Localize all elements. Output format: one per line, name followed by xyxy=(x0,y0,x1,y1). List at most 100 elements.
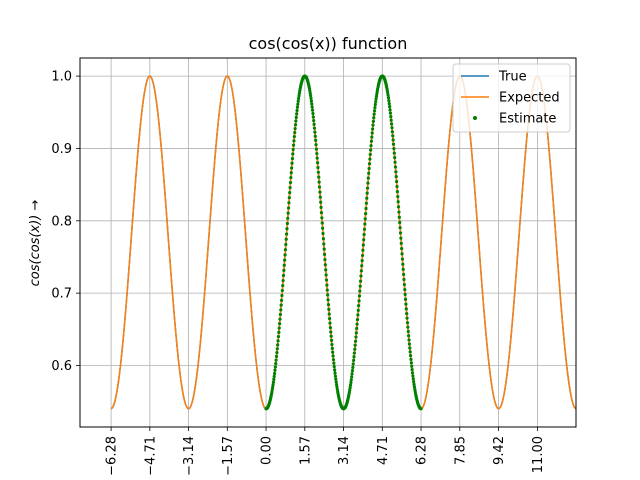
estimate-point xyxy=(293,126,297,131)
estimate-point xyxy=(313,130,317,134)
estimate-point xyxy=(368,157,372,161)
estimate-point xyxy=(374,97,378,101)
estimate-point xyxy=(278,322,282,326)
estimate-point xyxy=(401,262,405,266)
estimate-point xyxy=(323,257,327,262)
estimate-point xyxy=(322,252,327,256)
estimate-point xyxy=(403,292,407,297)
estimate-point xyxy=(292,135,296,139)
estimate-point xyxy=(353,339,358,343)
estimate-point xyxy=(314,138,318,143)
estimate-point xyxy=(373,105,377,110)
estimate-point xyxy=(368,152,372,157)
estimate-point xyxy=(358,279,363,283)
estimate-point xyxy=(295,112,299,116)
estimate-point xyxy=(272,371,277,376)
estimate-point xyxy=(404,302,408,306)
estimate-point xyxy=(288,180,293,185)
estimate-point xyxy=(334,380,338,384)
y-tick-label: 1.0 xyxy=(51,70,72,85)
estimate-point xyxy=(393,160,397,164)
estimate-point xyxy=(389,115,393,119)
estimate-point xyxy=(321,231,325,236)
estimate-point xyxy=(317,175,321,179)
estimate-point xyxy=(278,317,282,321)
legend-swatch-estimate xyxy=(473,116,477,120)
estimate-point xyxy=(361,248,365,252)
estimate-point xyxy=(315,151,319,156)
estimate-point xyxy=(319,210,324,215)
estimate-point xyxy=(387,99,391,103)
estimate-point xyxy=(369,139,374,143)
estimate-point xyxy=(275,351,279,355)
estimate-point xyxy=(280,288,284,293)
estimate-point xyxy=(396,205,401,209)
estimate-point xyxy=(280,293,284,298)
estimate-point xyxy=(287,201,291,205)
estimate-point xyxy=(331,358,336,362)
estimate-point xyxy=(333,368,337,372)
estimate-point xyxy=(411,374,415,378)
estimate-point xyxy=(309,96,313,100)
estimate-point xyxy=(387,101,391,106)
estimate-point xyxy=(354,331,358,335)
estimate-point xyxy=(322,247,326,251)
estimate-point xyxy=(290,166,294,170)
estimate-point xyxy=(410,371,415,375)
estimate-point xyxy=(394,170,398,174)
legend-label: Expected xyxy=(499,91,560,106)
estimate-point xyxy=(271,383,275,387)
legend-label: Estimate xyxy=(499,112,556,127)
estimate-point xyxy=(274,354,279,359)
estimate-point xyxy=(353,347,357,351)
estimate-point xyxy=(350,372,354,376)
estimate-point xyxy=(412,380,416,384)
estimate-point xyxy=(314,143,318,147)
axis-ticks: −6.28 −4.71 −3.14 −1.57 0.00 1.57 3.14 4.71 6.28… xyxy=(51,70,546,476)
estimate-point xyxy=(372,112,376,116)
estimate-point xyxy=(405,316,409,320)
estimate-point xyxy=(391,138,395,142)
estimate-point xyxy=(393,165,398,169)
estimate-point xyxy=(323,263,327,267)
estimate-point xyxy=(293,123,298,127)
estimate-point xyxy=(367,171,371,175)
estimate-point xyxy=(350,369,355,373)
estimate-point xyxy=(349,380,353,385)
estimate-point xyxy=(289,171,293,175)
estimate-point xyxy=(348,383,353,387)
estimate-point xyxy=(400,257,405,261)
estimate-point xyxy=(371,119,375,123)
estimate-point xyxy=(399,236,403,240)
estimate-point xyxy=(360,264,364,268)
estimate-point xyxy=(363,217,367,221)
estimate-point xyxy=(290,157,295,161)
estimate-point xyxy=(360,253,365,258)
estimate-point xyxy=(277,330,281,334)
estimate-point xyxy=(321,226,325,230)
estimate-point xyxy=(353,343,357,347)
estimate-point xyxy=(316,165,320,170)
estimate-point xyxy=(328,317,332,321)
estimate-point xyxy=(325,283,329,287)
estimate-point xyxy=(274,361,278,366)
estimate-point xyxy=(408,350,412,354)
estimate-point xyxy=(355,317,360,322)
estimate-point xyxy=(288,191,292,195)
estimate-point xyxy=(367,166,371,171)
estimate-point xyxy=(309,99,313,103)
estimate-point xyxy=(366,176,370,180)
estimate-point xyxy=(294,115,298,119)
estimate-point xyxy=(357,294,362,298)
estimate-point xyxy=(397,210,401,214)
estimate-point xyxy=(389,118,393,122)
estimate-point xyxy=(322,242,326,246)
estimate-point xyxy=(295,108,299,113)
estimate-point xyxy=(282,263,286,267)
estimate-point xyxy=(273,368,277,372)
estimate-point xyxy=(392,147,396,151)
estimate-point xyxy=(398,226,402,230)
x-tick-label: 11.00 xyxy=(531,436,546,473)
estimate-point xyxy=(407,338,411,342)
estimate-point xyxy=(395,189,399,194)
